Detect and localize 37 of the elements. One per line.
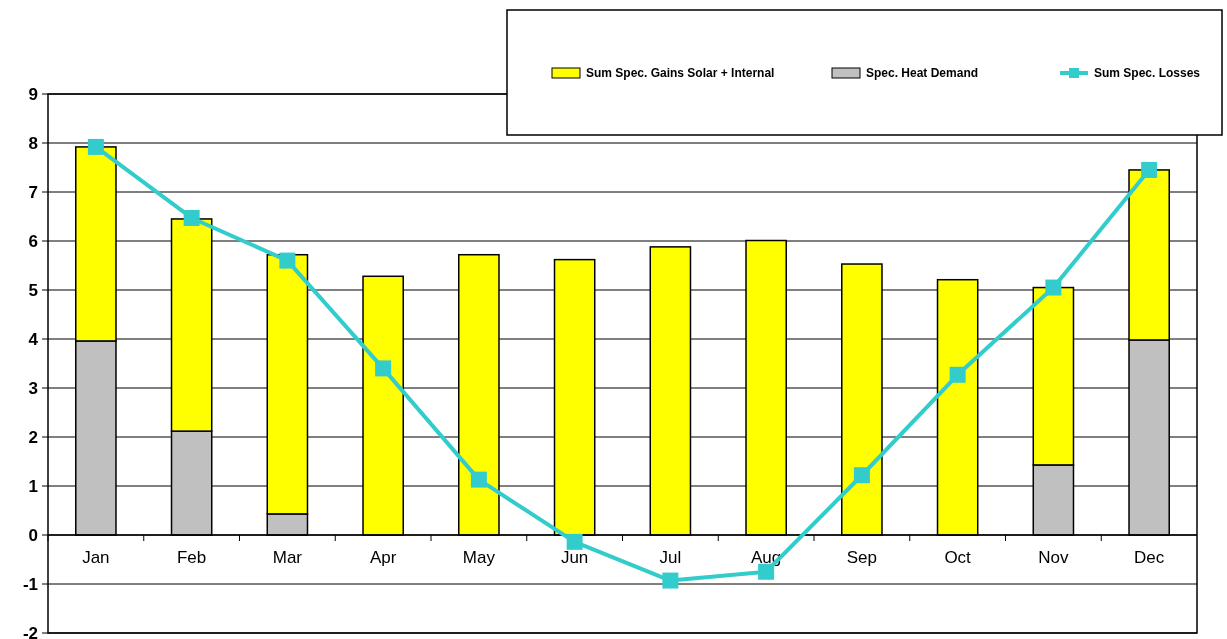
point: [1141, 161, 1158, 178]
x-tick-label: Apr: [369, 548, 397, 567]
y-tick-label: 5: [28, 280, 38, 300]
y-tick-label: 1: [28, 476, 38, 496]
point: [87, 138, 104, 155]
point: [470, 471, 487, 488]
legend-label: Spec. Heat Demand: [866, 66, 979, 81]
point: [949, 366, 966, 383]
y-tick-label: -1: [22, 574, 38, 594]
x-tick-label: Feb: [176, 548, 207, 567]
x-tick-label: Jan: [82, 548, 110, 567]
point: [853, 467, 870, 484]
y-tick-label: 8: [28, 133, 38, 153]
y-tick-label: 3: [28, 378, 38, 398]
x-tick-label: May: [462, 548, 496, 567]
x-tick-label: Dec: [1134, 548, 1165, 567]
point: [183, 209, 200, 226]
legend-label: Sum Spec. Losses: [1094, 66, 1201, 81]
point: [279, 252, 296, 269]
x-tick-label: Oct: [944, 548, 972, 567]
y-tick-label: 7: [28, 182, 38, 202]
x-tick-label: Jun: [560, 548, 589, 567]
x-tick-label: Sep: [846, 548, 877, 567]
x-tick-label: Nov: [1038, 548, 1069, 567]
y-tick-label: 4: [28, 329, 39, 349]
y-tick-label: 0: [28, 525, 38, 545]
point: [662, 572, 679, 589]
y-tick-label: -2: [22, 623, 38, 639]
y-tick-label: 2: [28, 427, 38, 447]
x-tick-label: Jul: [659, 548, 682, 567]
point: [375, 360, 392, 377]
point: [566, 533, 583, 550]
y-tick-label: 9: [28, 84, 38, 104]
legend-label: Sum Spec. Gains Solar + Internal: [586, 66, 775, 81]
point: [1045, 279, 1062, 296]
y-tick-label: 6: [28, 231, 38, 251]
x-tick-label: Mar: [272, 548, 303, 567]
